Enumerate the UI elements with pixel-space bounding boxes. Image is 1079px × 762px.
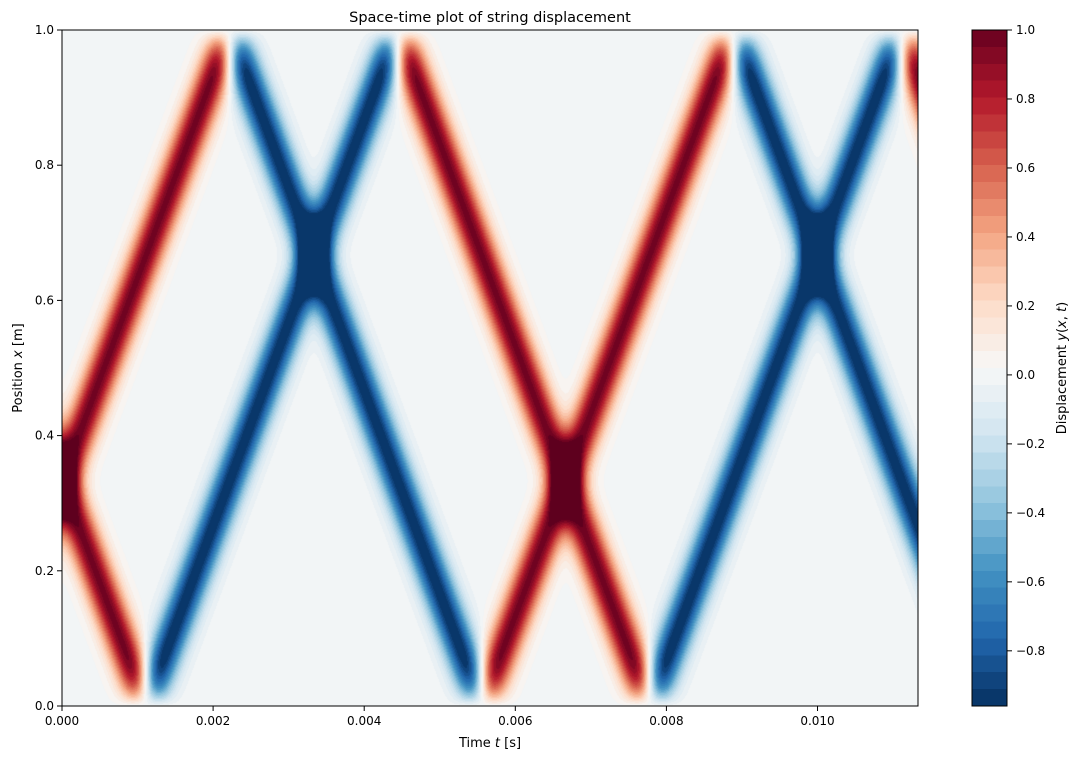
colorbar-tick-label: −0.4 [1016,506,1045,520]
x-axis: 0.000 0.002 0.004 0.006 0.008 0.010 [45,706,835,728]
colorbar-tick-label: 1.0 [1016,23,1035,37]
colorbar-tick-label: 0.4 [1016,230,1035,244]
colorbar-label-y: y [1055,333,1070,342]
heatmap-image [62,30,918,706]
colorbar-tick-label: 0.6 [1016,161,1035,175]
x-tick-label: 0.002 [196,714,230,728]
colorbar-label-comma: , [1055,312,1070,320]
colorbar-tick-label: 0.2 [1016,299,1035,313]
y-tick-label: 0.0 [35,699,54,713]
colorbar-tick-label: −0.6 [1016,575,1045,589]
colorbar-tick-label: 0.0 [1016,368,1035,382]
x-tick-label: 0.000 [45,714,79,728]
colorbar-tick-label: −0.8 [1016,644,1045,658]
colorbar-label: Displacement y(x, t) [1055,302,1070,434]
x-tick-label: 0.006 [498,714,532,728]
chart-title: Space-time plot of string displacement [349,10,631,26]
x-tick-label: 0.008 [649,714,683,728]
x-axis-label-text: Time [458,736,495,751]
x-tick-label: 0.010 [800,714,834,728]
colorbar-label-paren-close: ) [1055,302,1070,307]
plot-area [62,30,918,706]
x-axis-label-var: t [495,736,501,751]
colorbar-label-text: Displacement [1055,341,1070,435]
colorbar-tick-label: −0.2 [1016,437,1045,451]
colorbar-frame [971,29,1008,707]
x-axis-label: Time t [s] [458,736,521,751]
y-tick-label: 0.8 [35,158,54,172]
colorbar: −0.8 −0.6 −0.4 −0.2 0.0 0.2 0.4 0.6 0.8 1.0 [971,23,1045,707]
y-axis-label-unit: [m] [11,323,26,350]
y-tick-label: 0.2 [35,564,54,578]
x-axis-label-unit: [s] [500,736,521,751]
x-tick-label: 0.004 [347,714,381,728]
y-axis-label: Position x [m] [11,323,26,412]
y-axis-label-var: x [11,350,26,359]
y-axis-label-text: Position [11,358,26,413]
colorbar-label-paren-open: ( [1055,328,1070,333]
plot-frame [61,29,919,707]
colorbar-ticks: −0.8 −0.6 −0.4 −0.2 0.0 0.2 0.4 0.6 0.8 1.0 [1007,23,1045,658]
colorbar-tick-label: 0.8 [1016,92,1035,106]
y-tick-label: 0.4 [35,429,54,443]
colorbar-gradient [972,30,1007,706]
y-tick-label: 0.6 [35,293,54,307]
colorbar-label-t: t [1055,306,1070,312]
y-axis: 0.0 0.2 0.4 0.6 0.8 1.0 [35,23,62,713]
y-tick-label: 1.0 [35,23,54,37]
colorbar-label-x: x [1055,320,1070,329]
